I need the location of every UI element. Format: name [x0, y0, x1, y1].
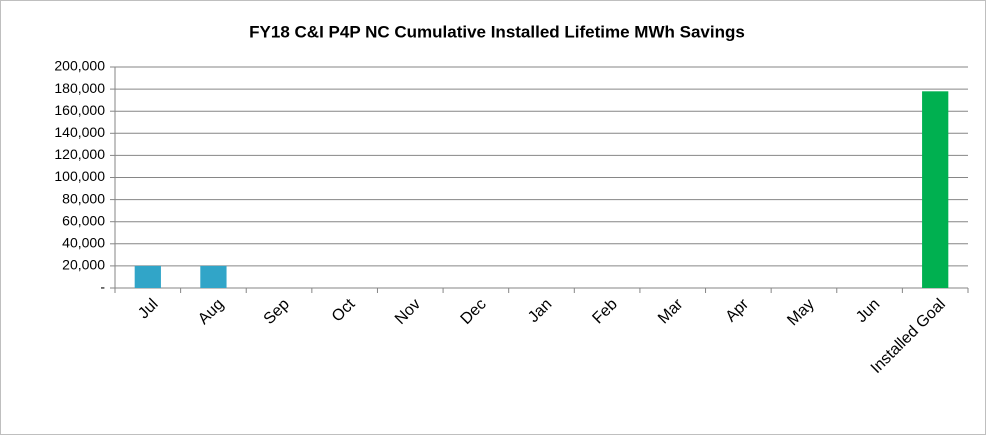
y-tick-label: 100,000 [54, 168, 105, 184]
bar [922, 91, 949, 288]
y-tick-label: 20,000 [62, 257, 105, 273]
y-tick-label: 140,000 [54, 124, 105, 140]
bar [200, 265, 227, 288]
y-tick-label: 60,000 [62, 212, 105, 228]
y-tick-label: 200,000 [54, 58, 105, 74]
bar [134, 265, 161, 288]
y-tick-label: 180,000 [54, 80, 105, 96]
y-tick-label: 160,000 [54, 102, 105, 118]
y-tick-label: 40,000 [62, 235, 105, 251]
y-tick-label: - [100, 279, 105, 295]
y-tick-label: 80,000 [62, 190, 105, 206]
chart-title: FY18 C&I P4P NC Cumulative Installed Lif… [249, 22, 745, 41]
y-tick-label: 120,000 [54, 146, 105, 162]
